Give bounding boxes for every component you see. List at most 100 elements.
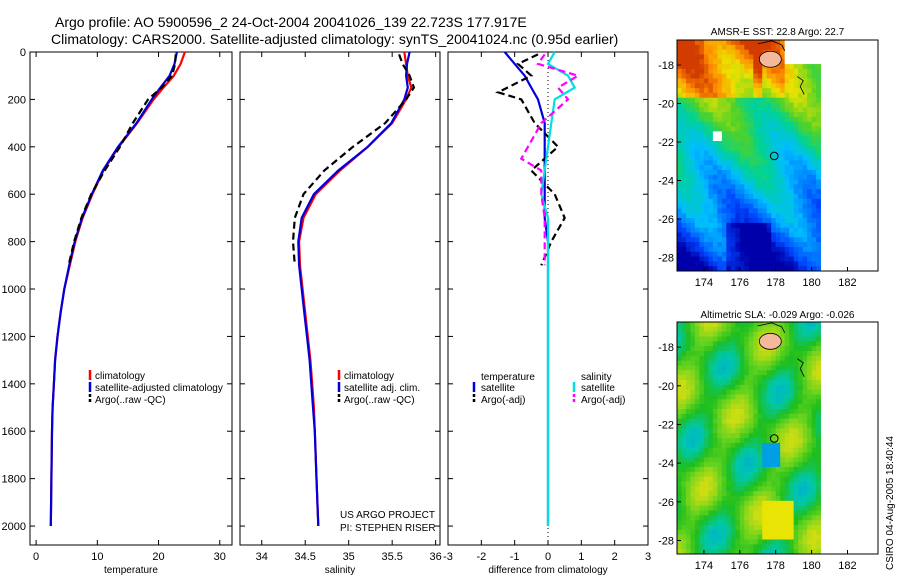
map-cell bbox=[753, 394, 759, 400]
map-cell bbox=[811, 169, 817, 176]
map-cell bbox=[811, 242, 817, 248]
map-cell bbox=[708, 131, 714, 137]
map-cell bbox=[677, 447, 682, 453]
map-cell bbox=[757, 121, 763, 128]
map-cell bbox=[739, 505, 745, 511]
map-cell bbox=[816, 534, 821, 540]
map-cell bbox=[703, 117, 709, 123]
map-cell bbox=[766, 549, 772, 555]
map-cell bbox=[730, 384, 736, 391]
map-cell bbox=[690, 97, 696, 103]
map-cell bbox=[798, 102, 804, 108]
map-cell bbox=[789, 126, 795, 132]
map-cell bbox=[784, 88, 790, 94]
map-cell bbox=[757, 322, 763, 328]
map-cell bbox=[721, 384, 727, 391]
map-cell bbox=[717, 457, 723, 463]
map-cell bbox=[681, 203, 687, 209]
map-cell bbox=[690, 198, 696, 205]
map-cell bbox=[793, 112, 799, 118]
map-cell bbox=[802, 389, 808, 395]
map-cell bbox=[771, 370, 777, 376]
map-cell bbox=[789, 442, 795, 449]
map-cell bbox=[730, 355, 736, 362]
map-cell bbox=[744, 438, 750, 444]
map-cell bbox=[694, 251, 700, 257]
map-cell bbox=[694, 198, 700, 205]
map-cell bbox=[789, 365, 795, 371]
map-cell bbox=[771, 500, 777, 507]
map-cell bbox=[712, 428, 718, 434]
pi-label: PI: STEPHEN RISER bbox=[340, 523, 436, 534]
map-cell bbox=[681, 160, 687, 166]
map-cell bbox=[708, 433, 714, 439]
map-cell bbox=[708, 481, 714, 487]
map-cell bbox=[694, 102, 700, 108]
map-cell bbox=[712, 155, 718, 161]
map-cell bbox=[712, 529, 718, 536]
map-cell bbox=[816, 394, 821, 400]
map-cell bbox=[789, 549, 795, 555]
map-cell bbox=[744, 54, 750, 60]
map-cell bbox=[775, 404, 781, 410]
map-cell bbox=[793, 59, 799, 65]
map-cell bbox=[744, 102, 750, 108]
x-tick-label: -1 bbox=[510, 551, 520, 563]
map-cell bbox=[798, 246, 804, 253]
map-cell bbox=[739, 365, 745, 371]
map-cell bbox=[775, 375, 781, 381]
map-cell bbox=[793, 266, 799, 272]
map-cell bbox=[771, 525, 777, 531]
map-cell bbox=[699, 218, 705, 224]
map-cell bbox=[677, 539, 682, 545]
map-cell bbox=[690, 155, 696, 161]
map-cell bbox=[807, 44, 812, 51]
map-cell bbox=[685, 246, 691, 253]
map-cell bbox=[802, 251, 808, 257]
map-cell bbox=[766, 447, 772, 453]
map-cell bbox=[717, 141, 723, 147]
map-cell bbox=[681, 266, 687, 272]
map-cell bbox=[735, 462, 741, 468]
map-cell bbox=[677, 92, 682, 99]
map-y-tick-label: -28 bbox=[658, 535, 674, 547]
map-cell bbox=[699, 471, 705, 478]
map-cell bbox=[793, 174, 799, 180]
map-cell bbox=[780, 510, 786, 516]
map-cell bbox=[712, 194, 718, 200]
map-cell bbox=[721, 539, 727, 545]
map-cell bbox=[757, 261, 763, 267]
argo-location-marker bbox=[769, 151, 779, 161]
map-cell bbox=[690, 331, 696, 337]
map-cell bbox=[694, 442, 700, 449]
map-cell bbox=[730, 155, 736, 161]
map-cell bbox=[802, 380, 808, 386]
map-cell bbox=[721, 107, 727, 113]
map-cell bbox=[694, 351, 700, 357]
map-cell bbox=[748, 40, 754, 46]
map-cell bbox=[766, 423, 772, 429]
map-cell bbox=[811, 331, 817, 337]
map-cell bbox=[699, 544, 705, 550]
map-cell bbox=[712, 510, 718, 516]
map-cell bbox=[712, 452, 718, 458]
map-cell bbox=[811, 351, 817, 357]
map-cell bbox=[681, 326, 687, 333]
map-cell bbox=[703, 64, 709, 70]
map-cell bbox=[762, 44, 768, 51]
map-cell bbox=[793, 360, 799, 366]
map-cell bbox=[816, 413, 821, 420]
map-cell bbox=[685, 121, 691, 128]
map-cell bbox=[793, 218, 799, 224]
map-cell bbox=[744, 126, 750, 132]
map-cell bbox=[726, 331, 732, 337]
map-cell bbox=[735, 438, 741, 444]
map-cell bbox=[739, 336, 745, 342]
map-cell bbox=[753, 92, 759, 99]
map-cell bbox=[807, 438, 812, 444]
map-cell bbox=[802, 64, 808, 70]
map-cell bbox=[816, 184, 821, 190]
map-cell bbox=[793, 165, 799, 171]
map-cell bbox=[703, 73, 709, 79]
map-cell bbox=[721, 404, 727, 410]
